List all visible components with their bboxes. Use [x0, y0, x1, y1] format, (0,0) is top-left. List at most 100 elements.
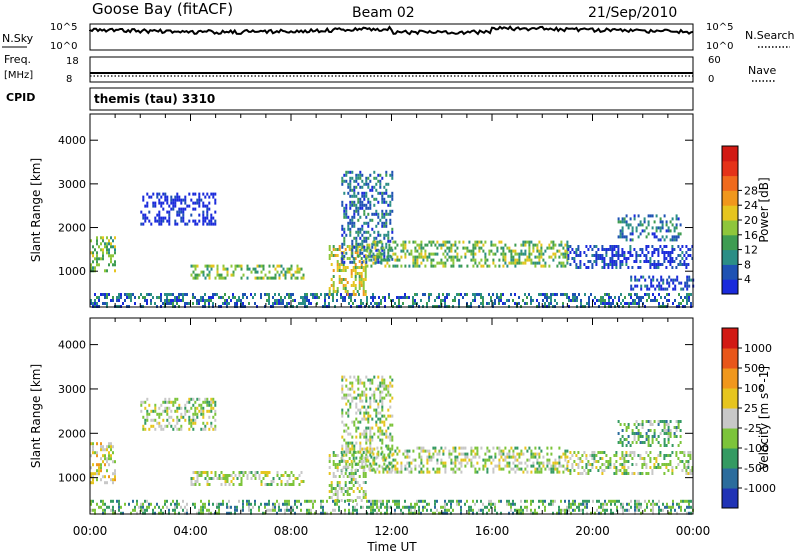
- power-cell: [452, 261, 455, 265]
- velocity-cell: [176, 499, 178, 503]
- power-cell: [170, 195, 173, 199]
- power-cell: [389, 248, 392, 252]
- power-cell: [194, 296, 196, 299]
- power-cell: [510, 261, 513, 265]
- power-cell: [359, 176, 362, 180]
- power-cell: [646, 299, 648, 302]
- velocity-cell: [90, 472, 92, 476]
- power-cell: [218, 276, 221, 280]
- velocity-cell: [349, 381, 352, 385]
- velocity-cell: [357, 426, 360, 430]
- velocity-cell: [418, 446, 421, 450]
- power-cell: [292, 273, 295, 277]
- velocity-cell: [641, 426, 644, 429]
- power-cell: [621, 229, 624, 233]
- velocity-cell: [446, 502, 448, 506]
- power-cell: [116, 296, 118, 299]
- power-cell: [402, 246, 405, 250]
- velocity-cell: [381, 438, 384, 442]
- velocity-cell: [130, 511, 132, 515]
- power-cell: [324, 302, 326, 305]
- velocity-cell: [168, 511, 170, 515]
- velocity-cell: [648, 499, 650, 503]
- velocity-cell: [368, 467, 371, 471]
- velocity-cell: [448, 449, 451, 453]
- power-cell: [552, 243, 555, 247]
- power-cell: [341, 227, 344, 231]
- power-cell: [591, 248, 594, 251]
- power-cell: [532, 261, 535, 265]
- power-cell: [206, 213, 209, 217]
- power-cell: [486, 264, 489, 268]
- velocity-cell: [452, 470, 455, 474]
- power-cell: [664, 296, 666, 299]
- power-cell: [228, 302, 230, 305]
- power-cell: [238, 296, 240, 299]
- power-cell: [560, 240, 563, 244]
- velocity-cell: [140, 403, 143, 407]
- power-cell: [656, 278, 659, 282]
- power-cell: [328, 257, 331, 260]
- velocity-cell: [200, 412, 203, 416]
- power-cell: [677, 254, 680, 257]
- velocity-cell: [348, 463, 351, 466]
- power-cell: [476, 293, 478, 296]
- velocity-cell: [571, 466, 574, 469]
- power-cell: [176, 302, 178, 305]
- velocity-cell: [470, 508, 472, 512]
- velocity-cell: [236, 508, 238, 512]
- velocity-cell: [474, 467, 477, 471]
- velocity-cell: [566, 505, 568, 509]
- velocity-cell: [364, 493, 367, 496]
- velocity-cell: [412, 505, 414, 509]
- power-cell: [652, 299, 654, 302]
- velocity-cell: [368, 499, 370, 503]
- velocity-cell: [363, 456, 366, 460]
- power-cell: [170, 201, 173, 205]
- velocity-cell: [675, 426, 678, 429]
- power-cell: [162, 201, 165, 205]
- power-cell: [665, 251, 668, 254]
- velocity-cell: [330, 481, 333, 484]
- velocity-cell: [114, 469, 116, 473]
- power-cell: [554, 293, 556, 296]
- power-cell: [90, 263, 92, 267]
- power-cell: [174, 204, 177, 208]
- power-cell: [371, 194, 374, 198]
- power-cell: [268, 276, 271, 280]
- velocity-cell: [681, 469, 684, 472]
- velocity-cell: [406, 461, 409, 465]
- velocity-cell: [482, 458, 485, 462]
- velocity-cell: [663, 463, 666, 466]
- power-cell: [649, 214, 652, 218]
- velocity-cell: [484, 458, 487, 462]
- velocity-cell: [592, 499, 594, 503]
- velocity-cell: [188, 409, 191, 413]
- velocity-cell: [518, 452, 521, 456]
- velocity-cell: [386, 464, 389, 468]
- velocity-cell: [92, 472, 94, 476]
- power-cell: [351, 260, 354, 264]
- power-cell: [359, 215, 362, 219]
- velocity-cell: [464, 464, 467, 468]
- power-cell: [160, 201, 163, 205]
- velocity-cell: [650, 508, 652, 512]
- power-cell: [414, 255, 417, 259]
- power-cell: [572, 293, 574, 296]
- power-cell: [363, 191, 366, 195]
- power-cell: [607, 266, 610, 269]
- power-region: [90, 236, 116, 273]
- noise-strip: N.Sky 10^5 10^0 10^5 10^0 N.Search: [2, 22, 795, 52]
- velocity-cell: [354, 505, 356, 509]
- velocity-cell: [361, 381, 364, 385]
- power-cell: [462, 246, 465, 250]
- velocity-cell: [92, 448, 94, 452]
- power-cell: [575, 248, 578, 251]
- velocity-cell: [345, 468, 348, 472]
- power-cell: [579, 260, 582, 263]
- power-cell: [625, 235, 628, 239]
- power-cell: [420, 252, 423, 256]
- power-cell: [625, 214, 628, 218]
- velocity-cell: [458, 461, 461, 465]
- velocity-cell: [381, 465, 384, 469]
